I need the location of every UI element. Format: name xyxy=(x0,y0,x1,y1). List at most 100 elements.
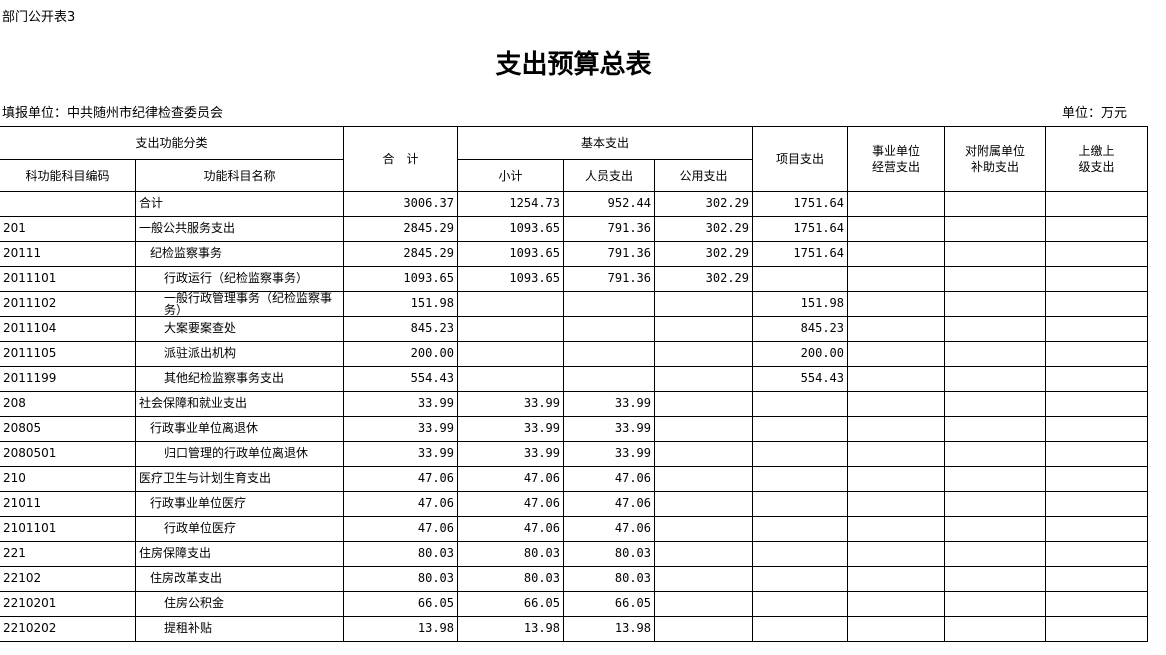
cell-project: 1751.64 xyxy=(752,191,848,217)
cell-project xyxy=(752,441,848,467)
cell-personnel: 791.36 xyxy=(563,216,655,242)
cell-empty xyxy=(1045,316,1148,342)
cell-project xyxy=(752,591,848,617)
cell-empty xyxy=(847,266,945,292)
cell-personnel: 33.99 xyxy=(563,441,655,467)
cell-name: 行政事业单位医疗 xyxy=(135,491,344,517)
cell-personnel xyxy=(563,291,655,317)
cell-project: 845.23 xyxy=(752,316,848,342)
cell-empty xyxy=(1045,616,1148,642)
cell-subtotal: 33.99 xyxy=(457,441,564,467)
table-row: 221 住房保障支出 80.03 80.03 80.03 xyxy=(0,541,1148,567)
cell-subtotal xyxy=(457,316,564,342)
cell-subtotal: 47.06 xyxy=(457,491,564,517)
cell-public: 302.29 xyxy=(654,191,753,217)
cell-total: 33.99 xyxy=(343,391,458,417)
cell-empty xyxy=(847,241,945,267)
cell-project: 151.98 xyxy=(752,291,848,317)
table-row: 2101101 行政单位医疗 47.06 47.06 47.06 xyxy=(0,516,1148,542)
cell-name: 纪检监察事务 xyxy=(135,241,344,267)
header-basic: 基本支出 xyxy=(457,126,753,160)
cell-code: 221 xyxy=(0,541,136,567)
cell-empty xyxy=(1045,441,1148,467)
cell-subtotal: 80.03 xyxy=(457,541,564,567)
cell-name: 行政事业单位离退休 xyxy=(135,416,344,442)
cell-code: 20805 xyxy=(0,416,136,442)
cell-personnel xyxy=(563,341,655,367)
cell-project xyxy=(752,416,848,442)
cell-total: 80.03 xyxy=(343,566,458,592)
cell-code: 210 xyxy=(0,466,136,492)
cell-public xyxy=(654,441,753,467)
cell-name: 提租补贴 xyxy=(135,616,344,642)
table-row: 21011 行政事业单位医疗 47.06 47.06 47.06 xyxy=(0,491,1148,517)
cell-subtotal: 33.99 xyxy=(457,391,564,417)
cell-public xyxy=(654,516,753,542)
cell-empty xyxy=(944,391,1046,417)
cell-empty xyxy=(1045,566,1148,592)
cell-name: 住房保障支出 xyxy=(135,541,344,567)
cell-empty xyxy=(1045,591,1148,617)
cell-empty xyxy=(847,341,945,367)
cell-project xyxy=(752,516,848,542)
cell-empty xyxy=(1045,416,1148,442)
cell-personnel: 47.06 xyxy=(563,491,655,517)
cell-personnel: 47.06 xyxy=(563,466,655,492)
cell-public xyxy=(654,616,753,642)
cell-project xyxy=(752,616,848,642)
cell-name: 合计 xyxy=(135,191,344,217)
cell-empty xyxy=(847,316,945,342)
cell-subtotal: 1093.65 xyxy=(457,216,564,242)
cell-empty xyxy=(944,191,1046,217)
cell-name: 住房公积金 xyxy=(135,591,344,617)
cell-code: 2210202 xyxy=(0,616,136,642)
cell-total: 33.99 xyxy=(343,416,458,442)
cell-empty xyxy=(1045,241,1148,267)
cell-subtotal xyxy=(457,291,564,317)
cell-empty xyxy=(847,541,945,567)
cell-personnel xyxy=(563,316,655,342)
cell-empty xyxy=(1045,216,1148,242)
budget-table: 支出功能分类 合 计 基本支出 项目支出 事业单位 经营支出 对附属单位 补助支… xyxy=(0,126,1148,642)
cell-empty xyxy=(944,516,1046,542)
cell-empty xyxy=(847,416,945,442)
table-row: 208 社会保障和就业支出 33.99 33.99 33.99 xyxy=(0,391,1148,417)
table-row: 合计 3006.37 1254.73 952.44 302.29 1751.64 xyxy=(0,191,1148,217)
currency-unit: 单位：万元 xyxy=(1062,106,1128,121)
cell-public xyxy=(654,341,753,367)
cell-empty xyxy=(944,541,1046,567)
header-public: 公用支出 xyxy=(654,159,753,192)
cell-code: 2101101 xyxy=(0,516,136,542)
cell-code xyxy=(0,191,136,217)
cell-empty xyxy=(944,591,1046,617)
cell-personnel: 33.99 xyxy=(563,391,655,417)
cell-empty xyxy=(1045,366,1148,392)
cell-name: 派驻派出机构 xyxy=(135,341,344,367)
cell-empty xyxy=(847,616,945,642)
cell-empty xyxy=(944,441,1046,467)
cell-total: 33.99 xyxy=(343,441,458,467)
cell-name: 住房改革支出 xyxy=(135,566,344,592)
cell-personnel: 47.06 xyxy=(563,516,655,542)
cell-personnel xyxy=(563,366,655,392)
cell-personnel: 791.36 xyxy=(563,266,655,292)
cell-public: 302.29 xyxy=(654,266,753,292)
cell-project xyxy=(752,266,848,292)
cell-public: 302.29 xyxy=(654,241,753,267)
cell-empty xyxy=(1045,491,1148,517)
table-row: 2011105 派驻派出机构 200.00 200.00 xyxy=(0,341,1148,367)
header-subtotal: 小计 xyxy=(457,159,564,192)
cell-public xyxy=(654,391,753,417)
table-row: 20805 行政事业单位离退休 33.99 33.99 33.99 xyxy=(0,416,1148,442)
cell-personnel: 66.05 xyxy=(563,591,655,617)
cell-personnel: 952.44 xyxy=(563,191,655,217)
cell-name: 一般行政管理事务（纪检监察事务） xyxy=(135,291,344,317)
cell-code: 208 xyxy=(0,391,136,417)
cell-project xyxy=(752,541,848,567)
cell-code: 2011105 xyxy=(0,341,136,367)
cell-personnel: 80.03 xyxy=(563,541,655,567)
cell-empty xyxy=(847,441,945,467)
cell-empty xyxy=(847,366,945,392)
table-row: 210 医疗卫生与计划生育支出 47.06 47.06 47.06 xyxy=(0,466,1148,492)
cell-personnel: 33.99 xyxy=(563,416,655,442)
